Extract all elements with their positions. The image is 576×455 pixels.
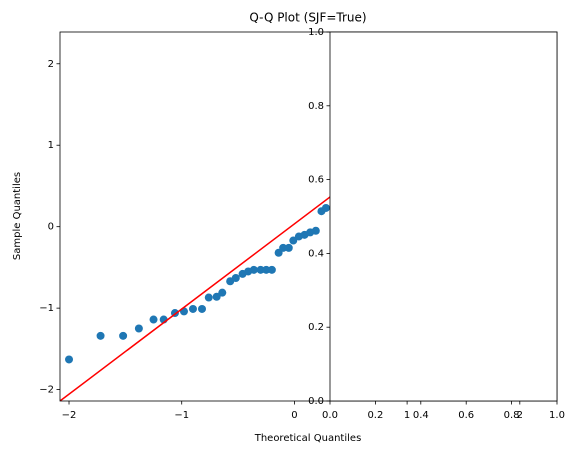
y-tick-label: 0.2 bbox=[308, 322, 324, 333]
data-point bbox=[267, 265, 276, 274]
data-point bbox=[134, 324, 143, 333]
axes-background bbox=[330, 32, 557, 401]
x-tick-label: 0.0 bbox=[322, 410, 338, 421]
data-point bbox=[149, 315, 158, 324]
y-tick-label: 0 bbox=[48, 222, 54, 233]
y-tick-label: 0.6 bbox=[308, 175, 324, 186]
data-point bbox=[188, 304, 197, 313]
data-point bbox=[231, 274, 240, 282]
axes-frame bbox=[329, 31, 558, 402]
data-point bbox=[198, 304, 206, 313]
x-tick-label: 0 bbox=[291, 410, 297, 421]
y-tick-label: 2 bbox=[48, 59, 54, 70]
data-point bbox=[65, 355, 74, 364]
plot-area bbox=[60, 32, 550, 401]
y-tick-label: 0.8 bbox=[308, 101, 324, 112]
x-axis-label: Theoretical Quantiles bbox=[254, 433, 362, 444]
x-tick-label: 1.0 bbox=[549, 410, 565, 421]
x-tick-label: 0.8 bbox=[504, 410, 520, 421]
x-tick-label: 2 bbox=[517, 410, 523, 421]
x-tick-label: 0.2 bbox=[367, 410, 383, 421]
data-point bbox=[279, 243, 288, 252]
x-tick-label: 0.6 bbox=[458, 410, 474, 421]
y-tick-label: 0.0 bbox=[308, 396, 324, 407]
data-point bbox=[204, 293, 213, 302]
y-tick-label: −2 bbox=[39, 385, 54, 396]
data-point bbox=[311, 226, 320, 235]
data-point bbox=[96, 331, 105, 340]
x-tick-label: −1 bbox=[174, 410, 189, 421]
data-point bbox=[321, 203, 330, 212]
data-point bbox=[289, 236, 298, 245]
chart-title: Q-Q Plot (SJF=True) bbox=[249, 11, 366, 25]
data-point bbox=[218, 288, 227, 297]
x-tick-label: −2 bbox=[62, 410, 77, 421]
data-point bbox=[119, 331, 128, 340]
x-tick-label: 0.4 bbox=[413, 410, 429, 421]
y-tick-label: 1 bbox=[48, 140, 54, 151]
data-point bbox=[284, 243, 293, 252]
y-tick-label: 0.4 bbox=[308, 248, 324, 259]
x-tick-label: 1 bbox=[404, 410, 410, 421]
data-point bbox=[212, 292, 221, 301]
data-point bbox=[249, 265, 258, 274]
y-axis-label: Sample Quantiles bbox=[12, 172, 23, 260]
y-tick-label: 1.0 bbox=[308, 27, 324, 38]
y-tick-label: −1 bbox=[39, 303, 54, 314]
data-point bbox=[256, 265, 265, 274]
data-point bbox=[262, 265, 271, 274]
